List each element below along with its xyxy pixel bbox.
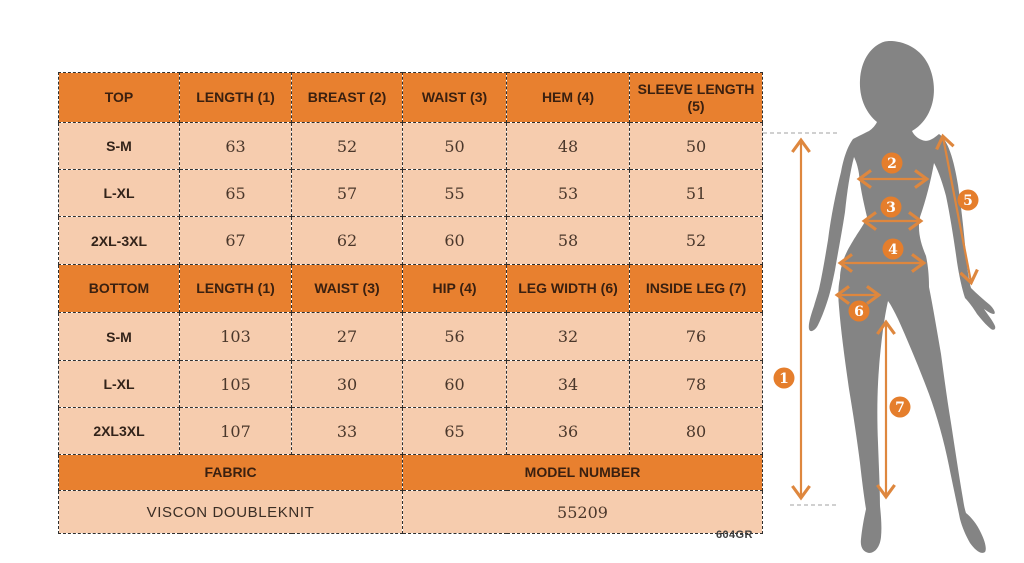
info-value-row: VISCON DOUBLEKNIT 55209 xyxy=(58,490,763,534)
svg-text:6: 6 xyxy=(854,304,864,320)
header-cell: BOTTOM xyxy=(58,264,180,313)
value-cell: 48 xyxy=(506,122,630,170)
value-cell: 78 xyxy=(629,360,763,408)
value-cell: 62 xyxy=(291,216,403,265)
header-cell: SLEEVE LENGTH (5) xyxy=(629,72,763,123)
info-header-row: FABRIC MODEL NUMBER xyxy=(58,454,763,491)
value-cell: 34 xyxy=(506,360,630,408)
bottom-header-row: BOTTOM LENGTH (1) WAIST (3) HIP (4) LEG … xyxy=(58,264,763,313)
measurement-arrow-5-sleeve xyxy=(935,133,979,286)
size-label-cell: S-M xyxy=(58,312,180,361)
value-cell: 107 xyxy=(179,407,292,455)
value-cell: 52 xyxy=(291,122,403,170)
header-cell: HIP (4) xyxy=(402,264,507,313)
value-cell: 32 xyxy=(506,312,630,361)
svg-text:1: 1 xyxy=(779,371,789,387)
measurement-figure: 1 2 3 4 5 6 7 xyxy=(763,41,996,553)
value-cell: 63 xyxy=(179,122,292,170)
value-cell: 105 xyxy=(179,360,292,408)
marker-circle-1: 1 xyxy=(773,367,795,389)
value-cell: 80 xyxy=(629,407,763,455)
svg-text:3: 3 xyxy=(886,200,896,216)
header-cell: LENGTH (1) xyxy=(179,72,292,123)
value-cell: 57 xyxy=(291,169,403,217)
value-cell: 67 xyxy=(179,216,292,265)
table-row: S-M 63 52 50 48 50 xyxy=(58,122,763,170)
header-cell: BREAST (2) xyxy=(291,72,403,123)
size-label-cell: L-XL xyxy=(58,360,180,408)
table-row: 2XL-3XL 67 62 60 58 52 xyxy=(58,216,763,265)
marker-circle-5: 5 xyxy=(957,189,979,211)
size-chart-table: TOP LENGTH (1) BREAST (2) WAIST (3) HEM … xyxy=(58,72,763,534)
size-label-cell: L-XL xyxy=(58,169,180,217)
header-cell: WAIST (3) xyxy=(291,264,403,313)
table-row: S-M 103 27 56 32 76 xyxy=(58,312,763,361)
value-cell: 36 xyxy=(506,407,630,455)
size-label-cell: 2XL3XL xyxy=(58,407,180,455)
value-cell: 60 xyxy=(402,360,507,408)
value-cell: 27 xyxy=(291,312,403,361)
value-cell: 65 xyxy=(402,407,507,455)
size-label-cell: 2XL-3XL xyxy=(58,216,180,265)
svg-text:2: 2 xyxy=(887,156,897,172)
value-cell: 52 xyxy=(629,216,763,265)
female-silhouette xyxy=(808,41,996,553)
model-number-header-cell: MODEL NUMBER xyxy=(402,454,763,491)
fabric-header-cell: FABRIC xyxy=(58,454,403,491)
value-cell: 56 xyxy=(402,312,507,361)
header-cell: INSIDE LEG (7) xyxy=(629,264,763,313)
value-cell: 55 xyxy=(402,169,507,217)
value-cell: 50 xyxy=(402,122,507,170)
marker-circle-2: 2 xyxy=(881,152,903,174)
value-cell: 30 xyxy=(291,360,403,408)
table-row: 2XL3XL 107 33 65 36 80 xyxy=(58,407,763,455)
marker-circle-6: 6 xyxy=(848,300,870,322)
svg-text:5: 5 xyxy=(963,193,973,209)
model-number-value-cell: 55209 xyxy=(402,490,763,534)
value-cell: 51 xyxy=(629,169,763,217)
header-cell: TOP xyxy=(58,72,180,123)
svg-text:4: 4 xyxy=(888,242,898,258)
value-cell: 60 xyxy=(402,216,507,265)
marker-circle-4: 4 xyxy=(882,238,904,260)
value-cell: 58 xyxy=(506,216,630,265)
table-row: L-XL 105 30 60 34 78 xyxy=(58,360,763,408)
marker-circle-3: 3 xyxy=(880,196,902,218)
top-header-row: TOP LENGTH (1) BREAST (2) WAIST (3) HEM … xyxy=(58,72,763,123)
product-code: 604GR xyxy=(716,529,753,541)
marker-circle-7: 7 xyxy=(889,396,911,418)
value-cell: 65 xyxy=(179,169,292,217)
size-label-cell: S-M xyxy=(58,122,180,170)
svg-text:7: 7 xyxy=(895,400,905,416)
value-cell: 76 xyxy=(629,312,763,361)
header-cell: HEM (4) xyxy=(506,72,630,123)
fabric-value-cell: VISCON DOUBLEKNIT xyxy=(58,490,403,534)
value-cell: 33 xyxy=(291,407,403,455)
value-cell: 53 xyxy=(506,169,630,217)
header-cell: LENGTH (1) xyxy=(179,264,292,313)
value-cell: 50 xyxy=(629,122,763,170)
header-cell: LEG WIDTH (6) xyxy=(506,264,630,313)
value-cell: 103 xyxy=(179,312,292,361)
table-row: L-XL 65 57 55 53 51 xyxy=(58,169,763,217)
header-cell: WAIST (3) xyxy=(402,72,507,123)
